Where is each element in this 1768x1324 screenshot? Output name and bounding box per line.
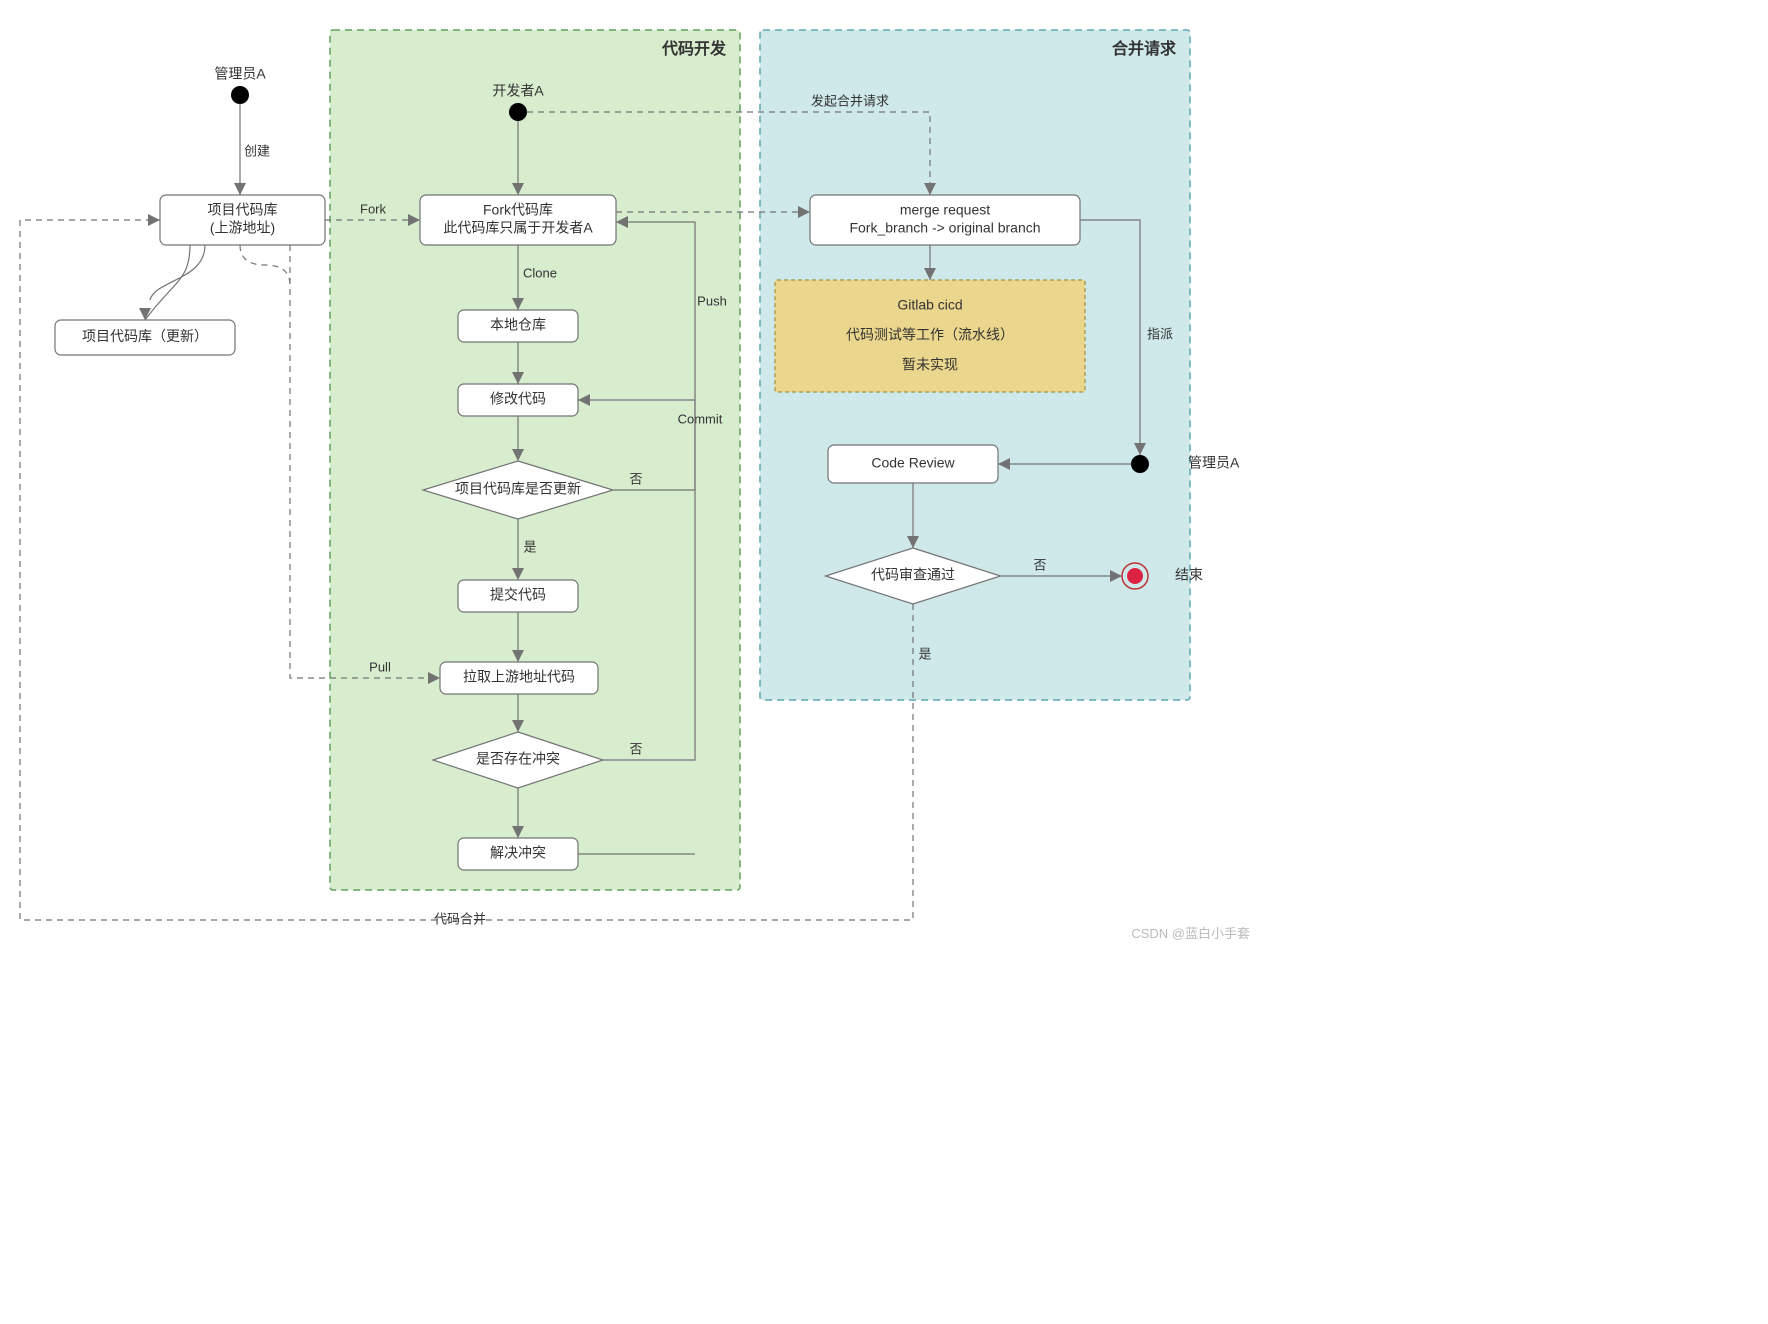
svg-text:Commit: Commit	[678, 411, 723, 426]
svg-text:否: 否	[1033, 557, 1046, 572]
svg-text:Pull: Pull	[369, 659, 391, 674]
svg-text:合并请求: 合并请求	[1112, 39, 1177, 58]
svg-text:项目代码库是否更新: 项目代码库是否更新	[455, 481, 581, 497]
svg-text:此代码库只属于开发者A: 此代码库只属于开发者A	[443, 220, 593, 236]
svg-text:结束: 结束	[1175, 567, 1203, 583]
svg-text:CSDN @蓝白小手套: CSDN @蓝白小手套	[1131, 926, 1250, 941]
svg-text:代码测试等工作（流水线）: 代码测试等工作（流水线）	[846, 327, 1014, 343]
svg-text:Fork_branch -> original branch: Fork_branch -> original branch	[849, 220, 1040, 236]
svg-text:代码合并: 代码合并	[434, 911, 486, 926]
svg-text:(上游地址): (上游地址)	[210, 220, 275, 236]
svg-text:是: 是	[918, 646, 931, 661]
svg-text:Code Review: Code Review	[871, 455, 955, 471]
svg-text:拉取上游地址代码: 拉取上游地址代码	[463, 669, 575, 685]
svg-text:Fork代码库: Fork代码库	[483, 202, 553, 218]
svg-text:是: 是	[523, 539, 536, 554]
svg-text:管理员A: 管理员A	[1188, 455, 1240, 471]
svg-text:项目代码库: 项目代码库	[208, 202, 278, 218]
svg-text:解决冲突: 解决冲突	[490, 845, 546, 861]
svg-text:Fork: Fork	[360, 201, 387, 216]
flowchart: 代码开发合并请求创建ForkClone是否Commit否PushPull发起合并…	[0, 0, 1268, 950]
svg-text:Gitlab cicd: Gitlab cicd	[897, 297, 962, 313]
svg-text:指派: 指派	[1147, 326, 1173, 341]
svg-text:merge request: merge request	[900, 202, 990, 218]
svg-text:管理员A: 管理员A	[214, 66, 266, 82]
svg-text:Push: Push	[697, 293, 727, 308]
svg-text:否: 否	[629, 471, 642, 486]
svg-text:开发者A: 开发者A	[492, 83, 544, 99]
svg-text:发起合并请求: 发起合并请求	[811, 93, 889, 108]
svg-text:否: 否	[629, 741, 642, 756]
svg-text:是否存在冲突: 是否存在冲突	[476, 751, 560, 767]
svg-text:修改代码: 修改代码	[490, 391, 546, 407]
svg-text:创建: 创建	[244, 143, 270, 158]
svg-text:项目代码库（更新）: 项目代码库（更新）	[82, 328, 208, 344]
svg-text:提交代码: 提交代码	[490, 587, 546, 603]
svg-text:代码审查通过: 代码审查通过	[871, 567, 955, 583]
svg-text:Clone: Clone	[523, 265, 557, 280]
svg-text:代码开发: 代码开发	[661, 39, 727, 58]
svg-text:暂未实现: 暂未实现	[902, 357, 958, 373]
svg-text:本地仓库: 本地仓库	[490, 317, 546, 333]
